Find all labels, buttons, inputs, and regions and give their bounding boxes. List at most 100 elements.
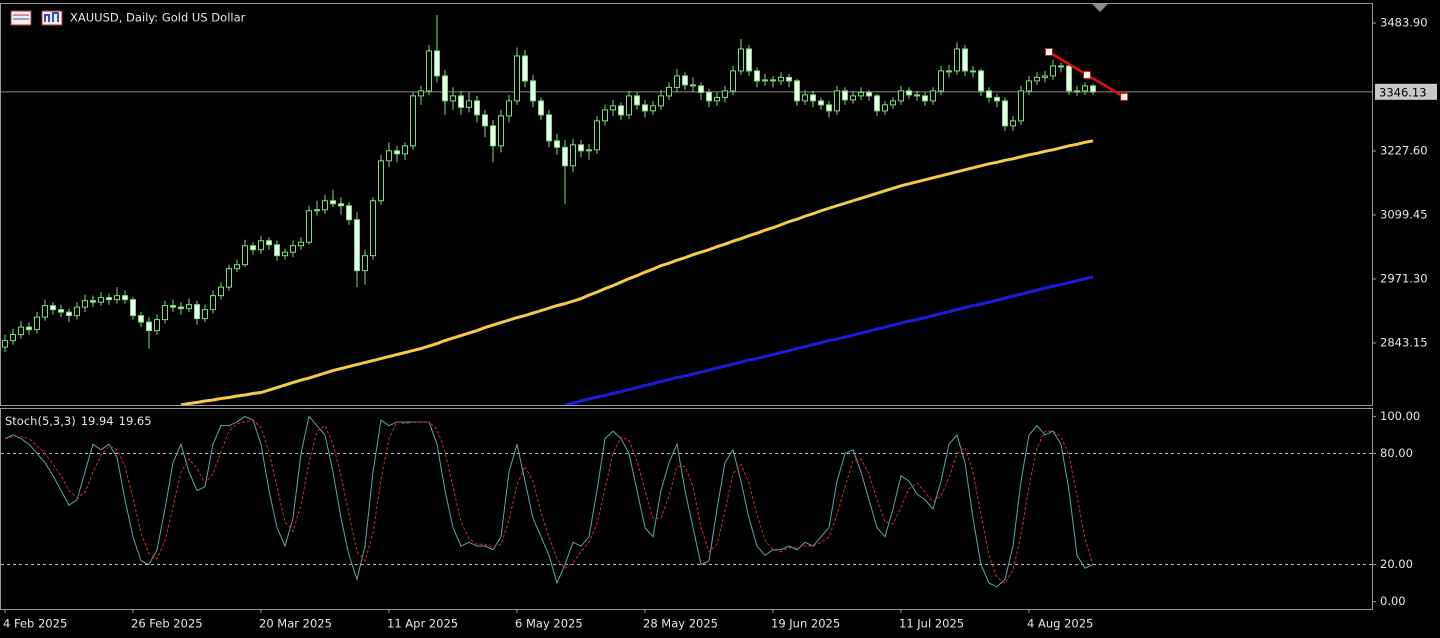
candle-body xyxy=(122,295,128,301)
candle-body xyxy=(442,75,448,102)
candle-body xyxy=(906,90,912,96)
candle-body xyxy=(498,115,504,147)
candle-body xyxy=(330,200,336,205)
candle-body xyxy=(210,295,216,311)
candle-body xyxy=(754,70,760,82)
candle-body xyxy=(922,95,928,102)
current-price-box xyxy=(1375,83,1437,100)
candle-body xyxy=(218,286,224,297)
candle-body xyxy=(770,79,776,82)
symbol-icons xyxy=(10,10,63,26)
candle-body xyxy=(962,48,968,72)
candle-body xyxy=(66,311,72,317)
candle-body xyxy=(466,100,472,108)
x-tick-label: 11 Jul 2025 xyxy=(899,617,964,631)
candle-body xyxy=(1066,65,1072,92)
candle-body xyxy=(322,200,328,211)
candle-body xyxy=(250,245,256,251)
x-tick-label: 28 May 2025 xyxy=(643,617,718,631)
candle-body xyxy=(970,70,976,73)
candle-body xyxy=(714,96,720,102)
candle-body xyxy=(738,48,744,72)
indicator-y-tick-label: 20.00 xyxy=(1380,557,1413,571)
candle-body xyxy=(554,140,560,148)
candle-body xyxy=(938,70,944,92)
candle-body xyxy=(1090,85,1096,93)
icon-bars xyxy=(44,12,59,22)
candle-body xyxy=(986,90,992,98)
y-tick-label: 3227.60 xyxy=(1380,144,1428,158)
candle-body xyxy=(1042,75,1048,78)
candle-body xyxy=(810,94,816,102)
candle-body xyxy=(10,334,16,342)
candle-body xyxy=(82,300,88,308)
indicator-main-value: 19.94 xyxy=(81,414,114,428)
indicator-title: Stoch(5,3,3) 19.94 19.65 xyxy=(5,414,152,428)
candle-body xyxy=(226,268,232,288)
indicator-panel-border xyxy=(0,408,1373,610)
candle-body xyxy=(482,114,488,127)
candle-body xyxy=(978,70,984,92)
candle-body xyxy=(386,150,392,162)
candle-body xyxy=(130,299,136,317)
candle-body xyxy=(234,264,240,270)
candle-body xyxy=(626,95,632,116)
candle-body xyxy=(354,219,360,272)
candle-body xyxy=(394,150,400,155)
trendline-handle xyxy=(1120,92,1129,101)
candle-body xyxy=(1082,85,1088,92)
candle-body xyxy=(274,244,280,257)
y-tick-label: 2843.15 xyxy=(1380,336,1428,350)
candle-body xyxy=(778,76,784,82)
candle-body xyxy=(170,305,176,308)
y-tick-label: 3483.90 xyxy=(1380,16,1428,30)
candle-body xyxy=(538,100,544,116)
candle-body xyxy=(1002,100,1008,127)
indicator-y-tick-label: 0.00 xyxy=(1380,594,1406,608)
candle-body xyxy=(258,240,264,251)
x-tick-label: 26 Feb 2025 xyxy=(131,617,203,631)
candle-body xyxy=(298,241,304,247)
y-tick-label: 3099.45 xyxy=(1380,208,1428,222)
candle-body xyxy=(506,100,512,117)
candle-body xyxy=(706,91,712,102)
oscillator-line xyxy=(4,419,1094,584)
candle-body xyxy=(1034,76,1040,82)
x-tick-label: 6 May 2025 xyxy=(515,617,583,631)
candle-body xyxy=(1026,80,1032,92)
candle-body xyxy=(410,95,416,147)
candle-body xyxy=(674,75,680,88)
candle-body xyxy=(994,96,1000,102)
candle-body xyxy=(450,95,456,102)
candle-body xyxy=(522,55,528,82)
candle-body xyxy=(314,209,320,212)
candle-body xyxy=(50,305,56,311)
candle-body xyxy=(138,315,144,323)
candle-body xyxy=(362,255,368,272)
candle-body xyxy=(426,50,432,92)
indicator-name: Stoch(5,3,3) xyxy=(5,414,76,428)
candle-body xyxy=(650,105,656,112)
candle-body xyxy=(546,114,552,142)
candle-body xyxy=(570,144,576,167)
candle-body xyxy=(666,86,672,97)
x-tick-label: 4 Aug 2025 xyxy=(1027,617,1093,631)
candle-body xyxy=(378,160,384,202)
moving-average xyxy=(564,275,1094,405)
candle-body xyxy=(602,109,608,122)
candle-body xyxy=(90,300,96,303)
candle-body xyxy=(1018,90,1024,122)
candle-body xyxy=(562,146,568,167)
candle-body xyxy=(698,85,704,93)
candle-body xyxy=(162,305,168,321)
axes: 3483.90 3227.60 3099.45 2971.30 2843.15 100.0… xyxy=(3,16,1437,631)
candle-body xyxy=(578,144,584,152)
current-price-label: 3346.13 xyxy=(1379,85,1427,99)
candle-body xyxy=(186,304,192,310)
candle-body xyxy=(474,100,480,116)
y-tick-label: 2971.30 xyxy=(1380,272,1428,286)
x-tick-label: 20 Mar 2025 xyxy=(259,617,332,631)
shift-marker xyxy=(1092,4,1108,12)
x-tick-label: 19 Jun 2025 xyxy=(771,617,840,631)
candle-body xyxy=(346,205,352,221)
